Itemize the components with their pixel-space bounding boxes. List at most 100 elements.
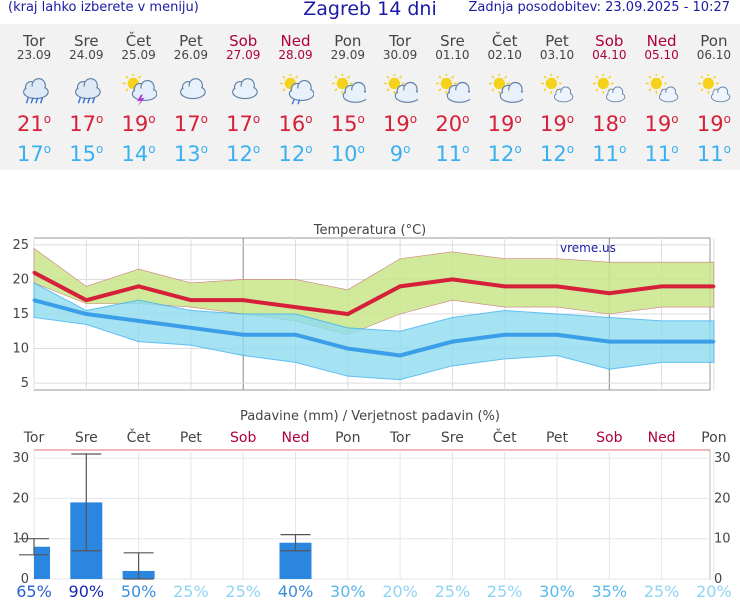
temp-min: 9o — [389, 142, 411, 166]
sun-partly-cloud-icon — [636, 73, 688, 106]
day-date: 05.10 — [644, 48, 679, 62]
min-temp-point — [32, 298, 36, 302]
precipitation-x-label: Sre — [75, 430, 98, 446]
max-temp-point — [450, 277, 454, 281]
precipitation-x-label: Sre — [441, 430, 464, 446]
day-date: 24.09 — [69, 48, 104, 62]
min-temp-point — [241, 333, 245, 337]
precipitation-probability: 25% — [487, 582, 523, 601]
precipitation-probability: 30% — [330, 582, 366, 601]
max-temp-point — [241, 298, 245, 302]
precipitation-y-tick-left: 0 — [21, 572, 29, 587]
precipitation-y-tick-left: 30 — [12, 451, 29, 466]
temp-min: 11o — [696, 142, 731, 166]
day-date: 01.10 — [435, 48, 470, 62]
temp-min: 12o — [487, 142, 522, 166]
temp-max-value: 19 — [487, 112, 515, 136]
precipitation-x-label: Čet — [127, 428, 151, 446]
temperature-chart: Temperatura (°C) 5 10 15 20 25 vreme.us Padavin… — [12, 223, 732, 601]
temp-min-value: 17 — [16, 142, 44, 166]
min-temp-point — [346, 347, 350, 351]
temp-max-value: 18 — [592, 112, 619, 136]
cloud-icon — [217, 74, 269, 106]
precipitation-y-tick-right: 20 — [714, 491, 731, 506]
min-temp-line — [33, 298, 714, 358]
temp-max-value: 20 — [435, 112, 463, 136]
temp-max: 16o — [278, 112, 313, 136]
precipitation-probability: 65% — [16, 582, 52, 601]
temp-max: 19o — [696, 112, 731, 136]
precipitation-x-label: Pet — [546, 430, 569, 446]
temp-min: 13o — [173, 142, 208, 166]
max-temp-point — [84, 298, 88, 302]
precipitation-probability: 25% — [644, 582, 680, 601]
temp-max: 17o — [69, 112, 104, 136]
sun-partly-cloud-icon — [583, 73, 635, 106]
min-temp-point — [189, 326, 193, 330]
temp-min-value: 12 — [278, 142, 306, 166]
temp-max-value: 19 — [696, 112, 724, 136]
precipitation-x-label: Ned — [282, 430, 310, 446]
max-temp-line — [33, 270, 714, 317]
temp-min-value: 11 — [592, 142, 619, 166]
precipitation-x-label: Čet — [493, 428, 517, 446]
last-update: Zadnja posodobitev: 23.09.2025 - 10:27 — [468, 0, 730, 15]
temp-min-value: 14 — [121, 142, 149, 166]
day-name: Ned — [646, 32, 677, 50]
day-name: Pet — [179, 32, 203, 50]
temp-min-value: 12 — [487, 142, 515, 166]
precipitation-y-tick-right: 30 — [714, 451, 731, 466]
page-title: Zagreb 14 dni — [303, 0, 437, 20]
temperature-y-tick: 15 — [12, 307, 29, 322]
temp-max: 19o — [539, 112, 575, 136]
temp-min: 11o — [435, 142, 470, 166]
day-name: Ned — [280, 32, 311, 50]
min-temp-point — [84, 312, 88, 316]
day-date: 25.09 — [121, 48, 156, 62]
day-date: 26.09 — [173, 48, 209, 62]
rain-cloud-icon — [8, 74, 60, 106]
temp-min: 12o — [539, 142, 575, 166]
min-temp-point — [450, 340, 454, 344]
temp-min-value: 11 — [644, 142, 672, 166]
temp-max: 19o — [644, 112, 679, 136]
precipitation-chart-title: Padavine (mm) / Verjetnost padavin (%) — [240, 409, 500, 424]
precipitation-x-label: Sob — [230, 430, 256, 446]
day-date: 02.10 — [487, 48, 522, 62]
temp-max: 20o — [435, 112, 470, 136]
day-name: Čet — [491, 32, 518, 50]
day-name: Pon — [334, 32, 362, 50]
temp-min-value: 9 — [389, 142, 404, 166]
temp-min: 11o — [592, 142, 627, 166]
day-date: 23.09 — [16, 48, 52, 62]
day-date: 03.10 — [539, 48, 575, 62]
day-date: 04.10 — [592, 48, 627, 62]
sun-cloud-icon — [374, 73, 426, 106]
cloud-icon — [165, 74, 217, 106]
temp-max: 19o — [487, 112, 522, 136]
temperature-y-tick: 10 — [12, 342, 29, 357]
temp-max-value: 16 — [278, 112, 306, 136]
precipitation-probability: 25% — [173, 582, 209, 601]
sun-cloud-icon — [322, 73, 374, 106]
max-temp-range-band — [33, 247, 715, 336]
precipitation-plot-area — [33, 449, 711, 580]
temp-max: 21o — [16, 112, 52, 136]
day-name: Pon — [700, 32, 728, 50]
day-name: Tor — [389, 32, 412, 50]
rain-cloud-icon — [60, 74, 112, 106]
day-name: Tor — [23, 32, 45, 50]
temp-max-value: 15 — [330, 112, 358, 136]
thunder-sun-cloud-icon — [113, 73, 165, 107]
temp-max: 15o — [330, 112, 365, 136]
temp-min: 12o — [226, 142, 261, 166]
min-temp-point — [555, 333, 559, 337]
max-temp-point — [137, 284, 141, 288]
temp-min-value: 11 — [435, 142, 463, 166]
precipitation-x-label: Ned — [648, 430, 676, 446]
day-name: Čet — [125, 32, 152, 50]
temp-max-value: 19 — [383, 112, 410, 136]
precipitation-x-label: Tor — [23, 430, 45, 446]
header-location-hint[interactable]: (kraj lahko izberete v meniju) — [8, 0, 199, 15]
precipitation-probability: 20% — [696, 582, 732, 601]
